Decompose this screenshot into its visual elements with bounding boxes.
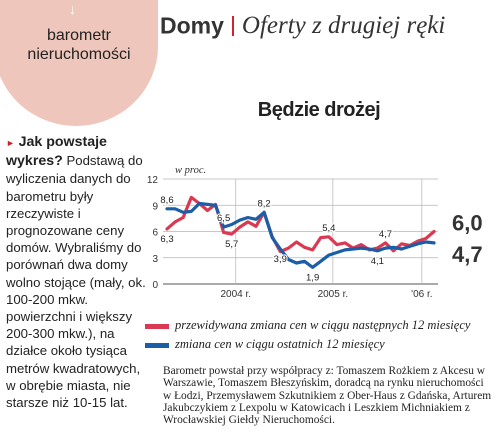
explanation-question: Jak powstaje wykres? <box>6 134 107 170</box>
badge-line-2: nieruchomości <box>27 46 131 63</box>
price-change-chart: 0 3 6 9 12 2004 r. 2005 r. '06 r. w proc. 6,3 5,7 5… <box>147 165 483 300</box>
y-tick-label: 6 <box>152 228 158 239</box>
y-tick-label: 9 <box>152 201 158 212</box>
chart-title: Będzie drożej <box>257 99 381 121</box>
legend-item-actual: zmiana cen w ciągu ostatnich 12 miesięcy <box>145 337 500 352</box>
credits-text: Barometr powstał przy współpracy z: Toma… <box>163 365 492 427</box>
series-line-actual <box>165 201 436 269</box>
x-tick-label: 2005 r. <box>318 289 349 300</box>
page-header: Domy Oferty z drugiej ręki <box>160 12 445 40</box>
y-tick-label: 12 <box>147 175 159 186</box>
data-label-predicted: 5,7 <box>225 239 238 250</box>
legend-label-actual: zmiana cen w ciągu ostatnich 12 miesięcy <box>175 337 385 351</box>
x-tick-label: 2004 r. <box>220 289 251 300</box>
section-badge-label: barometr nieruchomości <box>0 26 164 64</box>
data-label-actual: 8,2 <box>257 198 270 209</box>
header-subtitle: Oferty z drugiej ręki <box>241 12 446 39</box>
triangle-bullet-icon: ► <box>6 138 15 148</box>
data-label-actual: 1,9 <box>306 272 319 283</box>
legend-label-predicted: przewidywana zmiana cen w ciągu następny… <box>175 318 471 332</box>
arrow-down-icon: ↓ <box>69 1 76 17</box>
legend-item-predicted: przewidywana zmiana cen w ciągu następny… <box>145 318 500 333</box>
header-separator <box>231 16 234 36</box>
y-tick-label: 3 <box>152 254 158 265</box>
data-label-predicted: 4,7 <box>379 229 392 240</box>
legend-swatch-actual <box>145 342 169 348</box>
data-label-actual: 6,5 <box>217 213 230 224</box>
end-label-actual: 4,7 <box>452 242 483 267</box>
data-label-actual: 8,6 <box>160 195 173 206</box>
explanation-column: ► Jak powstaje wykres? Podstawą do wylic… <box>6 133 152 411</box>
data-label-actual: 3,9 <box>274 254 287 265</box>
data-label-actual: 4,1 <box>371 256 384 267</box>
data-label-predicted: 5,4 <box>322 223 335 234</box>
end-label-predicted: 6,0 <box>452 211 483 236</box>
explanation-text: Podstawą do wyliczenia danych do baromet… <box>6 153 146 411</box>
legend-swatch-predicted <box>145 323 169 329</box>
x-tick-label: '06 r. <box>411 289 432 300</box>
y-axis-label: w proc. <box>175 165 206 176</box>
section-badge: ↓ barometr nieruchomości <box>0 0 158 126</box>
data-label-predicted: 6,3 <box>160 234 173 245</box>
header-brand: Domy <box>160 12 224 39</box>
badge-line-1: barometr <box>46 27 112 44</box>
y-tick-label: 0 <box>152 280 158 291</box>
